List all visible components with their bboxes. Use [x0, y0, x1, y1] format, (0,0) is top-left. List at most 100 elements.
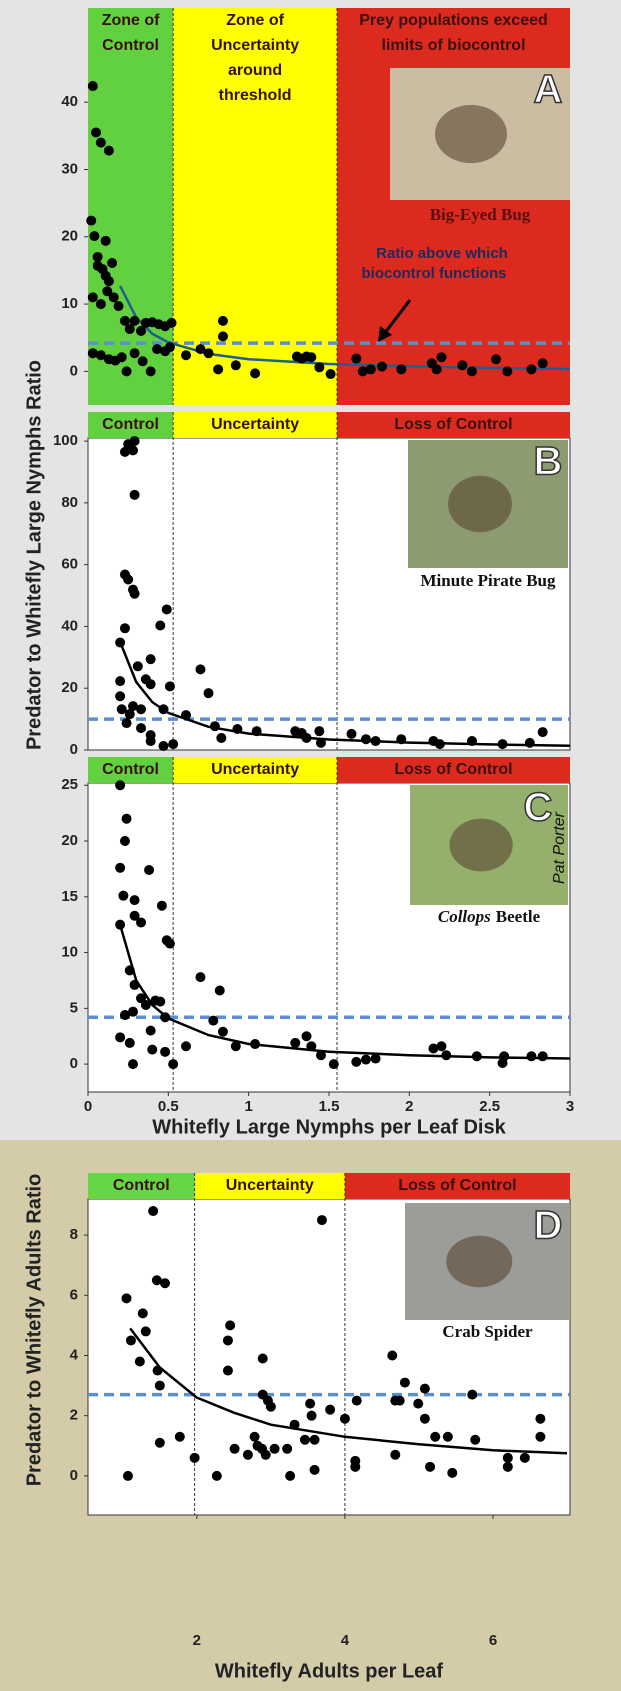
- data-point: [467, 1390, 477, 1400]
- zone-label: Zone of: [102, 12, 160, 29]
- annotation: biocontrol functions: [362, 265, 507, 282]
- data-point: [213, 364, 223, 374]
- photo-caption-italic: Collops: [438, 907, 491, 926]
- data-point: [443, 1432, 453, 1442]
- data-point: [181, 1041, 191, 1051]
- data-point: [120, 447, 130, 457]
- data-point: [126, 1335, 136, 1345]
- data-point: [115, 863, 125, 873]
- data-point: [88, 81, 98, 91]
- panel-letter: A: [534, 68, 563, 112]
- data-point: [165, 681, 175, 691]
- data-point: [436, 352, 446, 362]
- x-tick-label: 2: [193, 1632, 201, 1649]
- data-point: [146, 1026, 156, 1036]
- data-point: [472, 1051, 482, 1061]
- x-tick-label: 1.5: [319, 1098, 340, 1115]
- data-point: [118, 891, 128, 901]
- data-point: [208, 1016, 218, 1026]
- data-point: [159, 704, 169, 714]
- x-tick-label: 0.5: [158, 1098, 179, 1115]
- y-tick-label: 10: [61, 295, 78, 312]
- data-point: [223, 1366, 233, 1376]
- zone-label: Uncertainty: [211, 416, 299, 433]
- data-point: [250, 368, 260, 378]
- data-point: [122, 1293, 132, 1303]
- data-point: [130, 895, 140, 905]
- data-point: [361, 734, 371, 744]
- data-point: [223, 1335, 233, 1345]
- data-point: [314, 362, 324, 372]
- data-point: [146, 679, 156, 689]
- data-point: [502, 366, 512, 376]
- photo-subject: [435, 105, 507, 163]
- data-point: [396, 364, 406, 374]
- data-point: [526, 1051, 536, 1061]
- data-point: [123, 574, 133, 584]
- data-point: [387, 1350, 397, 1360]
- data-point: [115, 637, 125, 647]
- data-point: [210, 721, 220, 731]
- photo-caption: Big-Eyed Bug: [430, 205, 531, 224]
- data-point: [503, 1453, 513, 1463]
- data-point: [420, 1414, 430, 1424]
- data-point: [252, 726, 262, 736]
- data-point: [361, 1055, 371, 1065]
- photo-caption-text: Big-Eyed Bug: [430, 205, 531, 224]
- data-point: [230, 1444, 240, 1454]
- data-point: [270, 1444, 280, 1454]
- data-point: [89, 231, 99, 241]
- panel-letter: B: [534, 440, 563, 484]
- data-point: [159, 741, 169, 751]
- data-point: [470, 1435, 480, 1445]
- data-point: [204, 688, 214, 698]
- photo-caption: Minute Pirate Bug: [420, 571, 556, 590]
- data-point: [86, 216, 96, 226]
- y-tick-label: 20: [61, 832, 78, 849]
- zone-label: Control: [113, 1177, 170, 1194]
- x-tick-label: 2.5: [479, 1098, 500, 1115]
- data-point: [125, 965, 135, 975]
- data-point: [371, 1054, 381, 1064]
- data-point: [258, 1354, 268, 1364]
- data-point: [351, 1057, 361, 1067]
- data-point: [243, 1450, 253, 1460]
- x-tick-label: 4: [341, 1632, 350, 1649]
- zone-label: Control: [102, 761, 159, 778]
- data-point: [122, 814, 132, 824]
- data-point: [195, 664, 205, 674]
- data-point: [317, 1215, 327, 1225]
- data-point: [250, 1432, 260, 1442]
- data-point: [467, 736, 477, 746]
- data-point: [175, 1432, 185, 1442]
- data-point: [148, 1206, 158, 1216]
- data-point: [125, 709, 135, 719]
- data-point: [136, 704, 146, 714]
- data-point: [302, 733, 312, 743]
- data-point: [120, 623, 130, 633]
- data-point: [101, 236, 111, 246]
- photo-subject: [446, 1236, 512, 1287]
- data-point: [135, 1357, 145, 1367]
- data-point: [165, 939, 175, 949]
- data-point: [432, 364, 442, 374]
- y-tick-label: 4: [70, 1346, 79, 1363]
- y-tick-label: 30: [61, 160, 78, 177]
- data-point: [351, 354, 361, 364]
- data-point: [190, 1453, 200, 1463]
- y-tick-label: 10: [61, 944, 78, 961]
- data-point: [167, 318, 177, 328]
- data-point: [138, 356, 148, 366]
- data-point: [538, 727, 548, 737]
- data-point: [114, 301, 124, 311]
- data-point: [138, 1308, 148, 1318]
- photo-caption: Crab Spider: [442, 1322, 533, 1341]
- data-point: [122, 718, 132, 728]
- data-point: [390, 1450, 400, 1460]
- data-point: [157, 901, 167, 911]
- data-point: [498, 739, 508, 749]
- y-tick-label: 25: [61, 776, 78, 793]
- y-axis-label: Predator to Whitefly Large Nymphs Ratio: [23, 360, 45, 750]
- zone-label: Loss of Control: [394, 761, 512, 778]
- y-axis-label: Predator to Whitefly Adults Ratio: [23, 1174, 45, 1487]
